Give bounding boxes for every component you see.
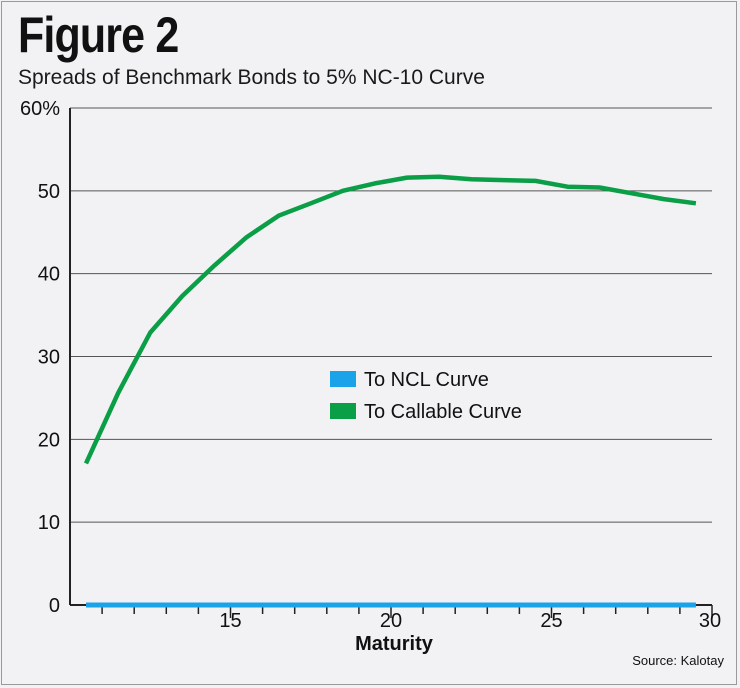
gridlines	[70, 107, 712, 523]
y-tick-label: 0	[49, 595, 60, 617]
x-tick-label: 25	[540, 610, 562, 632]
x-axis-title: Maturity	[355, 633, 434, 655]
y-tick-label: 10	[38, 512, 60, 534]
y-tick-label: 40	[38, 264, 60, 286]
legend-swatch-callable	[330, 403, 356, 419]
y-tick-label: 60%	[20, 98, 60, 120]
y-tick-label: 20	[38, 429, 60, 451]
legend-label-ncl: To NCL Curve	[364, 369, 489, 391]
y-tick-label: 30	[38, 347, 60, 369]
legend-label-callable: To Callable Curve	[364, 401, 522, 423]
source-note: Source: Kalotay	[632, 653, 724, 668]
legend: To NCL Curve To Callable Curve	[330, 369, 522, 423]
x-tick-label: 30	[699, 610, 721, 632]
y-tick-label: 50	[38, 181, 60, 203]
axes	[69, 108, 713, 618]
series	[83, 174, 697, 608]
x-tick-label: 20	[380, 610, 402, 632]
series-line-callable	[83, 174, 697, 465]
figure-title: Figure 2	[18, 7, 179, 63]
legend-swatch-ncl	[330, 371, 356, 387]
chart-subtitle: Spreads of Benchmark Bonds to 5% NC-10 C…	[18, 66, 485, 89]
x-tick-label: 15	[219, 610, 241, 632]
tick-labels: 0 10 20 30 40 50 60% 15 20 25 30	[20, 98, 721, 632]
